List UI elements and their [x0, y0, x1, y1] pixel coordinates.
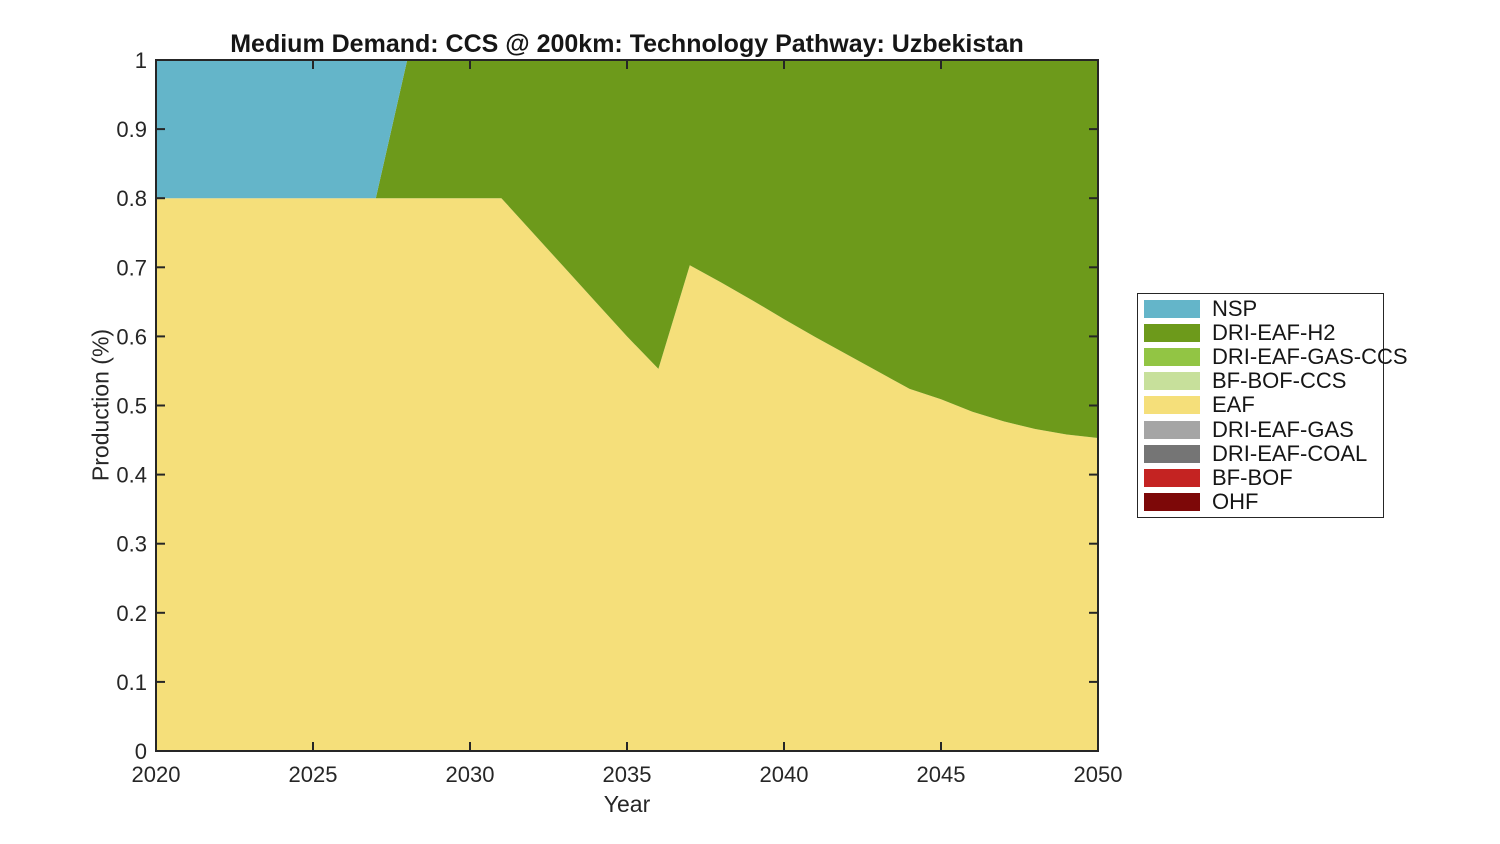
legend-swatch-icon: [1144, 492, 1200, 511]
y-tick-label: 0: [135, 739, 147, 764]
x-tick-label: 2020: [132, 762, 181, 787]
x-tick-label: 2035: [603, 762, 652, 787]
legend-label: BF-BOF: [1212, 464, 1293, 490]
legend-label: DRI-EAF-GAS: [1212, 416, 1354, 442]
y-tick-label: 0.8: [116, 186, 147, 211]
legend-item-dri-eaf-coal: DRI-EAF-COAL: [1144, 442, 1383, 466]
x-tick-label: 2045: [917, 762, 966, 787]
x-tick-label: 2040: [760, 762, 809, 787]
legend-label: EAF: [1212, 392, 1255, 418]
legend-item-ohf: OHF: [1144, 490, 1383, 514]
legend-swatch-icon: [1144, 420, 1200, 439]
legend-label: DRI-EAF-H2: [1212, 320, 1336, 346]
legend-item-dri-eaf-gas-ccs: DRI-EAF-GAS-CCS: [1144, 345, 1408, 369]
legend-label: OHF: [1212, 488, 1259, 514]
area-eaf: [156, 198, 1098, 751]
y-tick-label: 0.1: [116, 670, 147, 695]
legend-label: DRI-EAF-GAS-CCS: [1212, 344, 1408, 370]
y-tick-label: 1: [135, 48, 147, 73]
legend-item-nsp: NSP: [1144, 297, 1383, 321]
legend-item-bf-bof: BF-BOF: [1144, 466, 1383, 490]
legend-swatch-icon: [1144, 300, 1200, 319]
y-tick-label: 0.5: [116, 394, 147, 419]
legend-item-eaf: EAF: [1144, 393, 1383, 417]
x-tick-label: 2050: [1074, 762, 1123, 787]
y-tick-label: 0.3: [116, 532, 147, 557]
legend-swatch-icon: [1144, 468, 1200, 487]
y-tick-label: 0.9: [116, 117, 147, 142]
y-tick-label: 0.6: [116, 324, 147, 349]
legend: NSP DRI-EAF-H2 DRI-EAF-GAS-CCS BF-BOF-CCS EA…: [1137, 293, 1408, 518]
chart-title: Medium Demand: CCS @ 200km: Technology P…: [230, 30, 1024, 58]
legend-item-bf-bof-ccs: BF-BOF-CCS: [1144, 369, 1383, 393]
legend-label: DRI-EAF-COAL: [1212, 440, 1368, 466]
x-tick-label: 2030: [446, 762, 495, 787]
y-tick-label: 0.7: [116, 255, 147, 280]
legend-swatch-icon: [1144, 348, 1200, 367]
legend-item-dri-eaf-h2: DRI-EAF-H2: [1144, 321, 1383, 345]
legend-label: BF-BOF-CCS: [1212, 368, 1347, 394]
legend-item-dri-eaf-gas: DRI-EAF-GAS: [1144, 418, 1383, 442]
area-nsp: [156, 60, 1098, 199]
legend-label: NSP: [1212, 296, 1258, 322]
y-axis-label: Production (%): [87, 328, 114, 482]
y-tick-label: 0.2: [116, 601, 147, 626]
x-axis-label: Year: [603, 791, 651, 817]
legend-swatch-icon: [1144, 324, 1200, 343]
legend-swatch-icon: [1144, 372, 1200, 391]
y-tick-label: 0.4: [116, 463, 147, 488]
x-tick-label: 2025: [289, 762, 338, 787]
legend-swatch-icon: [1144, 444, 1200, 463]
legend-swatch-icon: [1144, 396, 1200, 415]
area-dri-eaf-h2: [156, 60, 1098, 438]
